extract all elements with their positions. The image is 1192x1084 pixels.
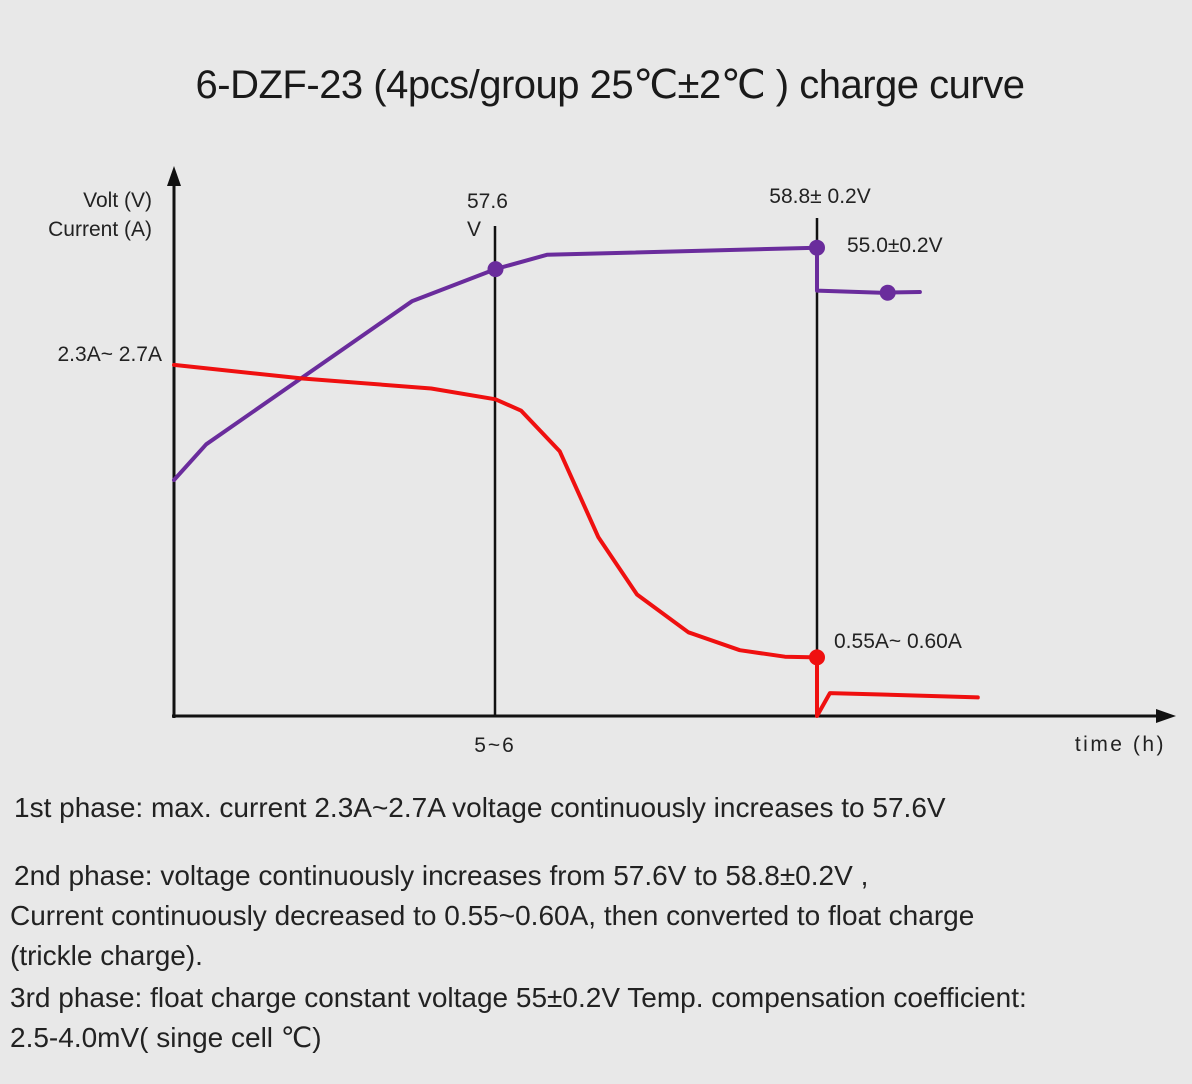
phase2-note-line1: 2nd phase: voltage continuously increase… [14, 860, 869, 891]
axes [167, 166, 1176, 723]
phase3-note-line2: 2.5-4.0mV( singe cell ℃) [10, 1022, 322, 1053]
voltage-55-0-label: 55.0±0.2V [847, 234, 943, 257]
phase2-note-line2: Current continuously decreased to 0.55~0… [10, 900, 975, 931]
y-axis-arrow [167, 166, 181, 186]
data-point-marker-2 [809, 239, 825, 256]
chart-title: 6-DZF-23 (4pcs/group 25℃±2℃ ) charge cur… [195, 63, 1025, 107]
x-axis-label: time (h) [1075, 733, 1166, 756]
series-layer [172, 245, 980, 718]
chart-labels: Volt (V) Current (A) 2.3A~ 2.7A 57.6 V 5… [48, 185, 1166, 757]
series-line-voltage [172, 245, 922, 482]
phase1-note: 1st phase: max. current 2.3A~2.7A voltag… [14, 792, 946, 823]
current-start-label: 2.3A~ 2.7A [58, 343, 163, 366]
guide-lines [493, 218, 819, 716]
data-point-marker-3 [879, 284, 896, 301]
series-line-current [172, 362, 980, 718]
phase2-note-line3: (trickle charge). [10, 940, 203, 971]
phase3-note-line1: 3rd phase: float charge constant voltage… [10, 982, 1027, 1013]
x-axis-arrow [1156, 709, 1176, 723]
y-axis-label-current: Current (A) [48, 218, 152, 241]
y-axis-label-volt: Volt (V) [83, 189, 152, 212]
data-point-marker-4 [809, 649, 825, 666]
x-tick-label: 5~6 [474, 734, 516, 757]
charge-curve-chart: Volt (V) Current (A) 2.3A~ 2.7A 57.6 V 5… [48, 166, 1176, 757]
data-point-marker-1 [487, 261, 504, 278]
voltage-57-6-label: 57.6 [467, 190, 508, 213]
voltage-57-6-unit-label: V [467, 218, 481, 241]
voltage-58-8-label: 58.8± 0.2V [769, 185, 870, 208]
phase-notes: 1st phase: max. current 2.3A~2.7A voltag… [10, 788, 1180, 1058]
current-end-label: 0.55A~ 0.60A [834, 630, 962, 653]
marker-layer [487, 239, 896, 666]
